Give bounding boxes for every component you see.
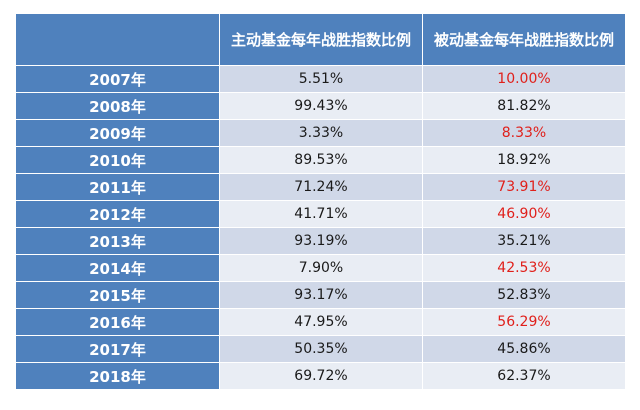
passive-fund-cell: 42.53%	[422, 254, 626, 282]
passive-fund-cell: 81.82%	[422, 92, 626, 120]
active-fund-cell: 93.17%	[219, 281, 423, 309]
year-cell: 2013年	[15, 227, 220, 255]
passive-fund-cell: 56.29%	[422, 308, 626, 336]
year-cell: 2014年	[15, 254, 220, 282]
passive-fund-cell: 8.33%	[422, 119, 626, 147]
active-fund-cell: 7.90%	[219, 254, 423, 282]
active-fund-cell: 47.95%	[219, 308, 423, 336]
passive-fund-cell: 46.90%	[422, 200, 626, 228]
year-cell: 2010年	[15, 146, 220, 174]
year-cell: 2011年	[15, 173, 220, 201]
table-row: 2016年 47.95% 56.29%	[15, 308, 626, 336]
passive-fund-cell: 45.86%	[422, 335, 626, 363]
header-passive-fund-column: 被动基金每年战胜指数比例	[422, 13, 626, 66]
table-row: 2007年 5.51% 10.00%	[15, 65, 626, 93]
table-row: 2013年 93.19% 35.21%	[15, 227, 626, 255]
passive-fund-cell: 35.21%	[422, 227, 626, 255]
table-row: 2010年 89.53% 18.92%	[15, 146, 626, 174]
table-row: 2017年 50.35% 45.86%	[15, 335, 626, 363]
table-header-row: 主动基金每年战胜指数比例 被动基金每年战胜指数比例	[15, 13, 626, 66]
active-fund-cell: 5.51%	[219, 65, 423, 93]
table-row: 2011年 71.24% 73.91%	[15, 173, 626, 201]
table-body: 2007年 5.51% 10.00% 2008年 99.43% 81.82% 2009年 3.…	[15, 65, 626, 390]
year-cell: 2012年	[15, 200, 220, 228]
fund-comparison-table: 主动基金每年战胜指数比例 被动基金每年战胜指数比例 2007年 5.51% 10.0…	[15, 13, 626, 390]
year-cell: 2007年	[15, 65, 220, 93]
header-active-fund-column: 主动基金每年战胜指数比例	[219, 13, 423, 66]
table-row: 2015年 93.17% 52.83%	[15, 281, 626, 309]
passive-fund-cell: 73.91%	[422, 173, 626, 201]
comparison-table-container: 主动基金每年战胜指数比例 被动基金每年战胜指数比例 2007年 5.51% 10.0…	[15, 13, 626, 390]
year-cell: 2017年	[15, 335, 220, 363]
year-cell: 2016年	[15, 308, 220, 336]
year-cell: 2018年	[15, 362, 220, 390]
active-fund-cell: 41.71%	[219, 200, 423, 228]
table-row: 2012年 41.71% 46.90%	[15, 200, 626, 228]
active-fund-cell: 71.24%	[219, 173, 423, 201]
passive-fund-cell: 18.92%	[422, 146, 626, 174]
table-row: 2014年 7.90% 42.53%	[15, 254, 626, 282]
active-fund-cell: 3.33%	[219, 119, 423, 147]
active-fund-cell: 69.72%	[219, 362, 423, 390]
year-cell: 2009年	[15, 119, 220, 147]
passive-fund-cell: 62.37%	[422, 362, 626, 390]
table-row: 2009年 3.33% 8.33%	[15, 119, 626, 147]
active-fund-cell: 50.35%	[219, 335, 423, 363]
active-fund-cell: 99.43%	[219, 92, 423, 120]
passive-fund-cell: 52.83%	[422, 281, 626, 309]
year-cell: 2008年	[15, 92, 220, 120]
table-row: 2008年 99.43% 81.82%	[15, 92, 626, 120]
active-fund-cell: 93.19%	[219, 227, 423, 255]
table-row: 2018年 69.72% 62.37%	[15, 362, 626, 390]
year-cell: 2015年	[15, 281, 220, 309]
passive-fund-cell: 10.00%	[422, 65, 626, 93]
header-year-column	[15, 13, 220, 66]
active-fund-cell: 89.53%	[219, 146, 423, 174]
